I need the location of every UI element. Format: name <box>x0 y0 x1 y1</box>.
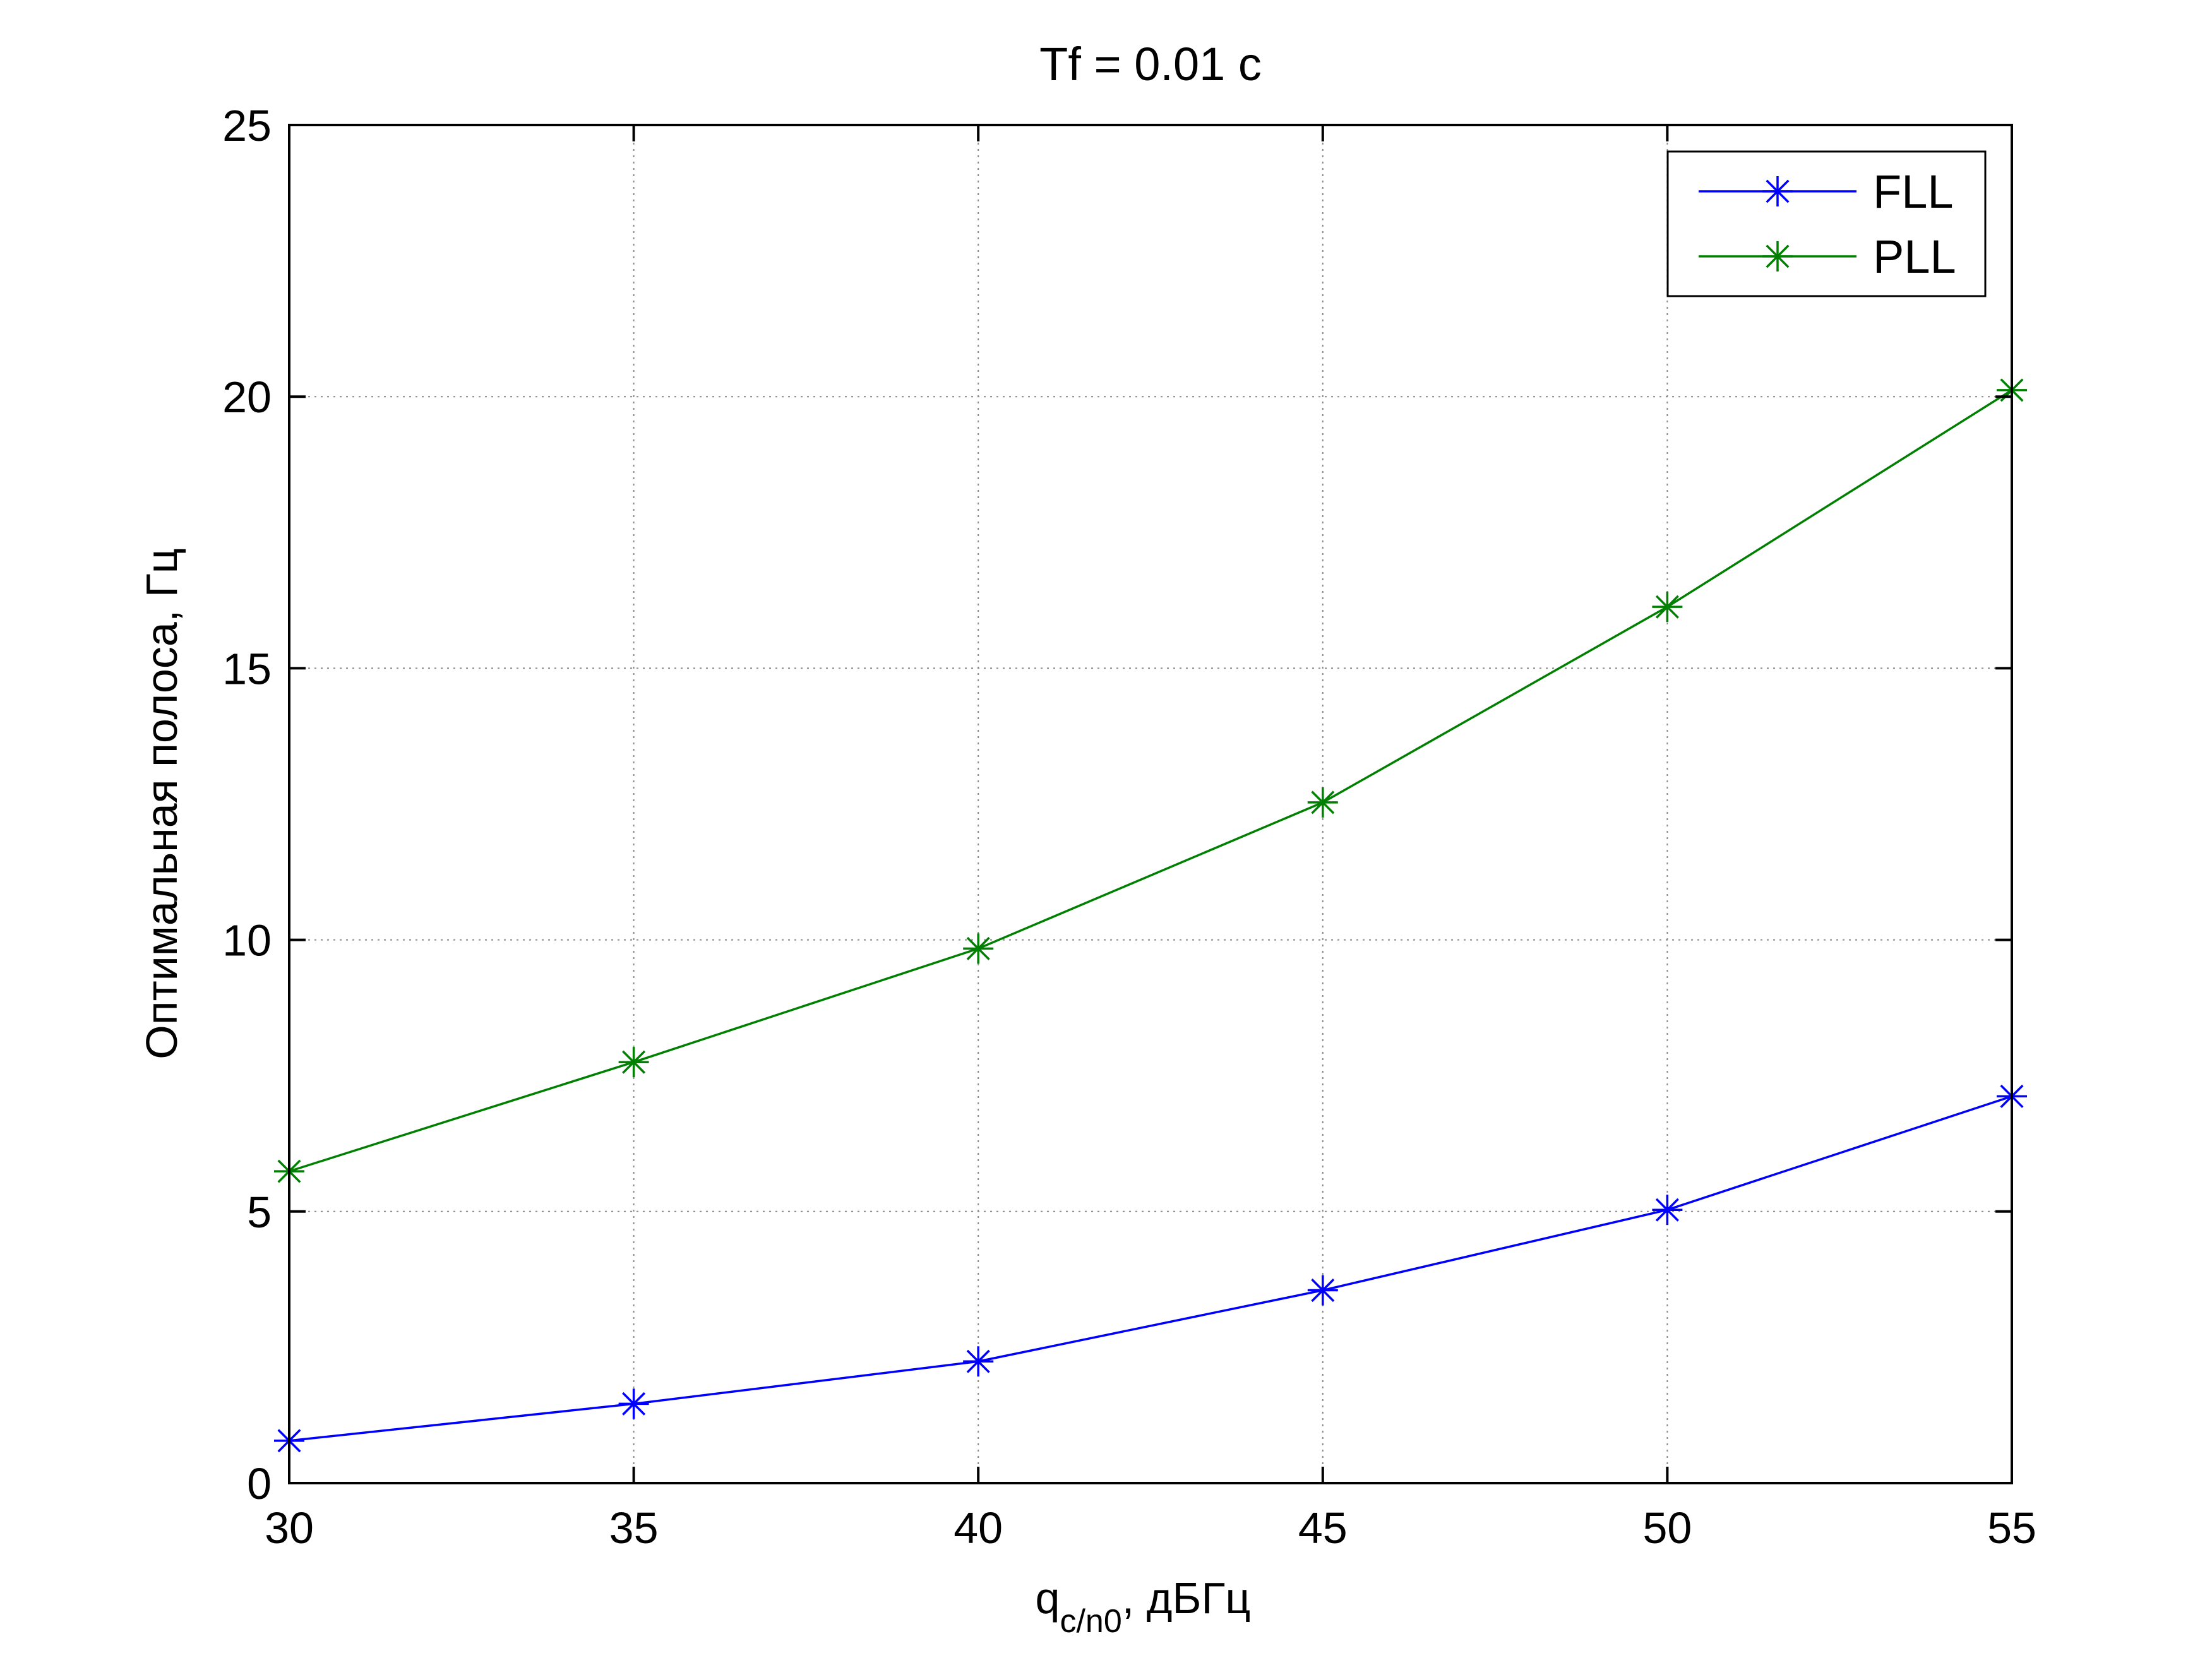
marker-stroke <box>622 1392 646 1416</box>
y-tick-label: 25 <box>222 101 272 150</box>
pll-point <box>1652 592 1683 623</box>
y-tick-label: 5 <box>247 1188 272 1237</box>
series-layer <box>274 374 2027 1456</box>
x-tick-label: 50 <box>1642 1503 1692 1553</box>
legend-marker <box>1762 241 1793 271</box>
fll-line <box>289 1095 2012 1442</box>
plot-frame <box>288 124 2013 1484</box>
marker-stroke <box>966 936 990 960</box>
x-tick-label: 35 <box>609 1503 659 1553</box>
y-tick-label: 20 <box>222 373 272 422</box>
marker-stroke <box>1655 595 1679 619</box>
marker-stroke <box>1655 1198 1679 1222</box>
x-tick-label: 45 <box>1298 1503 1348 1553</box>
pll-point <box>1307 787 1338 818</box>
legend-marker <box>1762 176 1793 206</box>
y-tick-label: 10 <box>222 916 272 965</box>
x-tick-label: 30 <box>265 1503 314 1553</box>
fll-point <box>618 1388 649 1419</box>
x-tick-label: 40 <box>954 1503 1003 1553</box>
x-axis-label-main: q <box>1036 1573 1060 1623</box>
y-tick-label: 0 <box>247 1459 272 1508</box>
fll-point <box>1307 1275 1338 1306</box>
x-tick-label: 55 <box>1987 1503 2036 1553</box>
legend-item-fll: FLL <box>1699 165 1954 218</box>
series-fll <box>274 1081 2027 1456</box>
marker-stroke <box>1766 244 1790 268</box>
pll-point <box>618 1047 649 1078</box>
series-pll <box>274 374 2027 1187</box>
pll-point <box>963 933 994 964</box>
legend-label: FLL <box>1873 165 1954 218</box>
pll-line <box>289 389 2012 1172</box>
x-axis-label: qc/n0, дБГц <box>1036 1573 1251 1640</box>
ticks: 30 35 40 45 50 55 0 5 10 15 20 25 <box>222 101 2036 1553</box>
marker-stroke <box>622 1050 646 1074</box>
chart-title: Tf = 0.01 c <box>1039 38 1262 90</box>
y-tick-label: 15 <box>222 644 272 693</box>
fll-point <box>963 1346 994 1377</box>
x-axis-label-rest: , дБГц <box>1122 1573 1251 1623</box>
x-axis-label-sub: c/n0 <box>1060 1603 1121 1640</box>
y-axis-label: Оптимальная полоса, Гц <box>137 548 186 1059</box>
fll-point <box>1652 1195 1683 1226</box>
marker-stroke <box>966 1349 990 1373</box>
legend: FLL PLL <box>1666 150 1987 297</box>
legend-item-pll: PLL <box>1699 230 1956 283</box>
marker-stroke <box>1311 1279 1335 1303</box>
marker-stroke <box>1766 179 1790 203</box>
legend-box <box>1666 150 1987 297</box>
legend-label: PLL <box>1873 230 1956 283</box>
marker-stroke <box>1311 790 1335 814</box>
